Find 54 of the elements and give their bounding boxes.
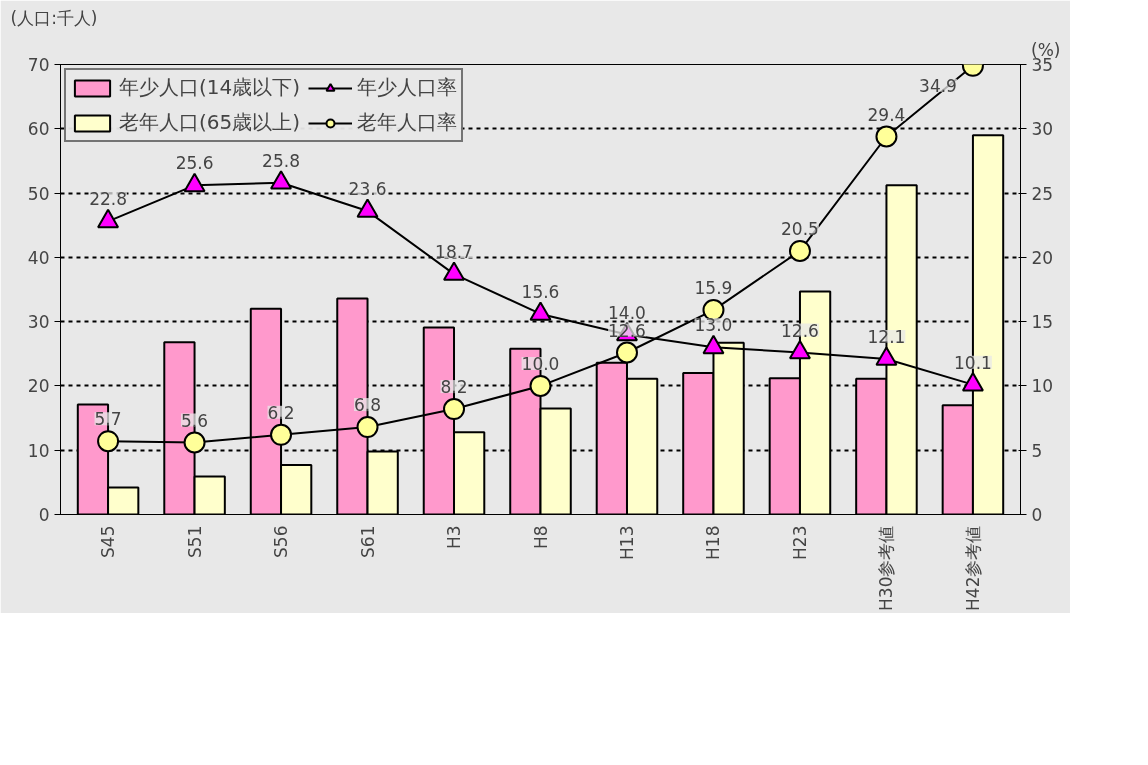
x-tick-label: S56 xyxy=(271,525,292,558)
data-label: 12.6 xyxy=(781,320,819,341)
legend-label: 老年人口率 xyxy=(357,109,458,136)
data-label: 6.2 xyxy=(267,402,295,423)
x-tick-label: H13 xyxy=(616,525,637,560)
data-label: 18.7 xyxy=(435,242,473,263)
data-label: 29.4 xyxy=(867,104,906,125)
y-tick-label: 0 xyxy=(38,505,50,525)
data-label: 34.9 xyxy=(919,75,957,96)
data-label: 14.0 xyxy=(608,302,646,323)
y2-tick-label: 5 xyxy=(1031,440,1043,461)
legend-label: 老年人口(65歳以上) xyxy=(119,109,301,136)
x-tick-label: H42参考値 xyxy=(962,525,983,611)
x-tick-label: H30参考値 xyxy=(876,525,897,611)
y2-tick-label: 25 xyxy=(1031,183,1054,204)
y2-tick-label: 30 xyxy=(1031,119,1054,140)
y2-tick-label: 20 xyxy=(1031,247,1054,268)
y2-tick-label: 10 xyxy=(1031,376,1054,397)
y-tick-label: 30 xyxy=(27,312,50,333)
data-label: 25.8 xyxy=(262,150,300,171)
data-label: 20.5 xyxy=(781,218,819,239)
data-label: 23.6 xyxy=(348,179,387,200)
data-label: 10.0 xyxy=(521,353,560,374)
x-tick-label: H3 xyxy=(444,525,465,550)
data-label: 10.1 xyxy=(954,352,992,373)
data-label: 25.6 xyxy=(175,153,214,174)
legend-label: 年少人口率 xyxy=(357,74,458,101)
y-axis-title: (人口:千人) xyxy=(10,7,98,28)
x-tick-label: S61 xyxy=(357,525,378,558)
y2-tick-label: 0 xyxy=(1031,505,1043,525)
data-label: 5.6 xyxy=(181,410,209,431)
data-label: 15.6 xyxy=(521,281,560,302)
x-tick-label: H18 xyxy=(703,525,724,560)
y2-axis-title: (%) xyxy=(1031,39,1061,60)
data-label: 6.8 xyxy=(354,395,382,416)
data-label: 5.7 xyxy=(94,409,122,430)
x-tick-label: H23 xyxy=(789,525,810,560)
y-tick-label: 50 xyxy=(27,183,50,204)
x-tick-label: H8 xyxy=(530,525,551,550)
x-tick-label: S45 xyxy=(98,525,119,558)
data-label: 12.1 xyxy=(867,326,906,347)
data-label: 12.6 xyxy=(608,320,646,341)
y-tick-label: 40 xyxy=(27,247,50,268)
data-label: 22.8 xyxy=(89,189,127,210)
data-label: 8.2 xyxy=(440,377,468,398)
y-tick-label: 20 xyxy=(27,376,50,397)
y2-tick-label: 15 xyxy=(1031,312,1054,333)
data-label: 13.0 xyxy=(694,315,733,336)
x-tick-label: S51 xyxy=(184,525,205,558)
legend-label: 年少人口(14歳以下) xyxy=(119,74,301,101)
data-label: 15.9 xyxy=(694,278,733,299)
y-tick-label: 70 xyxy=(27,55,50,75)
y-tick-label: 60 xyxy=(27,119,50,140)
y-tick-label: 10 xyxy=(27,440,50,461)
